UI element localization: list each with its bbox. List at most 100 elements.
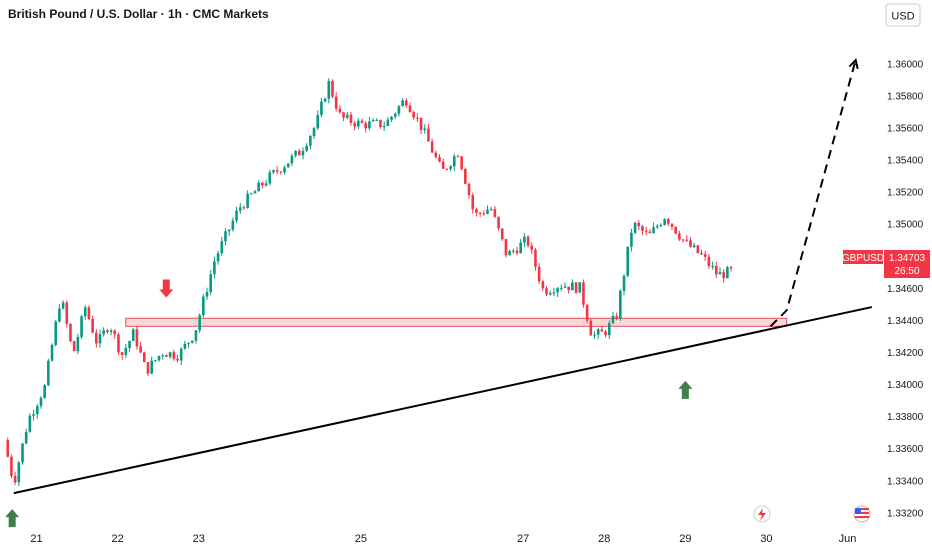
candle-body [235,210,238,221]
candle-body [674,226,677,234]
candle-body [72,341,76,352]
candle-body [689,240,692,247]
candle-body [393,113,397,117]
candle-body [360,120,364,123]
candle-body [216,253,220,262]
candle-body [316,115,320,129]
candle-body [139,346,142,353]
y-tick-label: 1.35400 [887,156,924,167]
candle-body [375,119,379,121]
currency-label: USD [891,11,914,23]
candle-body [154,360,157,362]
candle-body [700,252,703,255]
candle-body [633,222,637,233]
ascending-trendline[interactable] [13,306,873,495]
candle-body [449,166,452,169]
candle-body [28,415,32,432]
candle-body [279,171,283,173]
candle-body [604,331,607,336]
candle-body [61,302,65,309]
candle-body [106,330,109,333]
lightning-icon[interactable] [753,505,771,523]
candle-body [309,135,312,146]
candle-body [648,231,652,234]
candle-body [504,239,508,256]
projection-path[interactable] [769,59,857,328]
candle-body [615,315,618,319]
candle-body [323,98,327,102]
candle-body [213,261,216,275]
candle-body [512,250,515,252]
candle-body [364,122,368,129]
candle-body [331,80,334,97]
candle-body [220,241,224,254]
candle-body [80,316,83,337]
time-axis[interactable]: 21 22 23 25 27 28 29 30 Jun [30,533,856,545]
candle-body [559,287,563,289]
candle-body [445,168,449,170]
candle-body [312,128,316,136]
candle-body [655,226,659,228]
currency-badge[interactable]: USD [885,3,921,27]
candle-body [408,105,412,113]
candle-body [659,224,663,227]
candle-body [692,245,696,247]
y-tick-label: 1.33200 [887,508,924,519]
candle-body [423,128,427,130]
candle-body [150,360,153,374]
candle-body [471,195,475,210]
candle-body [508,251,511,256]
countdown-label: 26:50 [894,266,919,277]
candle-body [663,219,666,225]
candle-body [497,216,500,229]
candle-body [467,183,471,196]
candle-body [534,249,537,267]
candle-body [486,209,489,214]
candle-body [95,332,98,344]
candle-body [205,291,209,297]
candle-body [135,329,139,347]
y-tick-label: 1.33400 [887,476,924,487]
candle-body [50,344,54,361]
candle-body [39,397,43,407]
candle-body [87,307,91,320]
candle-body [530,245,534,250]
candle-body [626,246,630,276]
candle-body [320,101,323,116]
candle-body [202,296,205,316]
last-price-tag[interactable]: GBPUSD 1.34703 26:50 [842,250,930,278]
candle-body [493,209,497,217]
candle-body [419,117,423,130]
price-axis[interactable]: 1.36000 1.35800 1.35600 1.35400 1.35200 1.350… [887,59,924,519]
trendline-layer [13,306,873,495]
candle-body [194,330,198,341]
symbol-badge [843,250,883,264]
candle-body [667,219,670,224]
candle-body [726,267,729,279]
candle-body [76,336,80,352]
candle-body [489,209,493,211]
candle-body [283,167,286,173]
us-flag-icon[interactable] [853,505,871,523]
candle-body [441,161,445,169]
support-zone[interactable] [125,317,788,327]
candle-body [250,193,253,195]
candle-body [681,239,685,241]
candle-body [729,267,733,269]
candle-body [582,282,585,305]
candle-body [353,122,356,127]
candles-layer [6,78,733,487]
candle-body [35,406,39,415]
arrow-layer [5,279,693,528]
candle-body [438,157,441,162]
candle-body [301,150,305,156]
down-arrow-icon [159,279,174,298]
candle-body [452,156,456,167]
candle-body [224,231,227,242]
candle-body [231,220,235,230]
candle-body [187,342,190,344]
candle-body [246,193,249,208]
candle-body [585,304,589,321]
candle-body [21,443,24,463]
